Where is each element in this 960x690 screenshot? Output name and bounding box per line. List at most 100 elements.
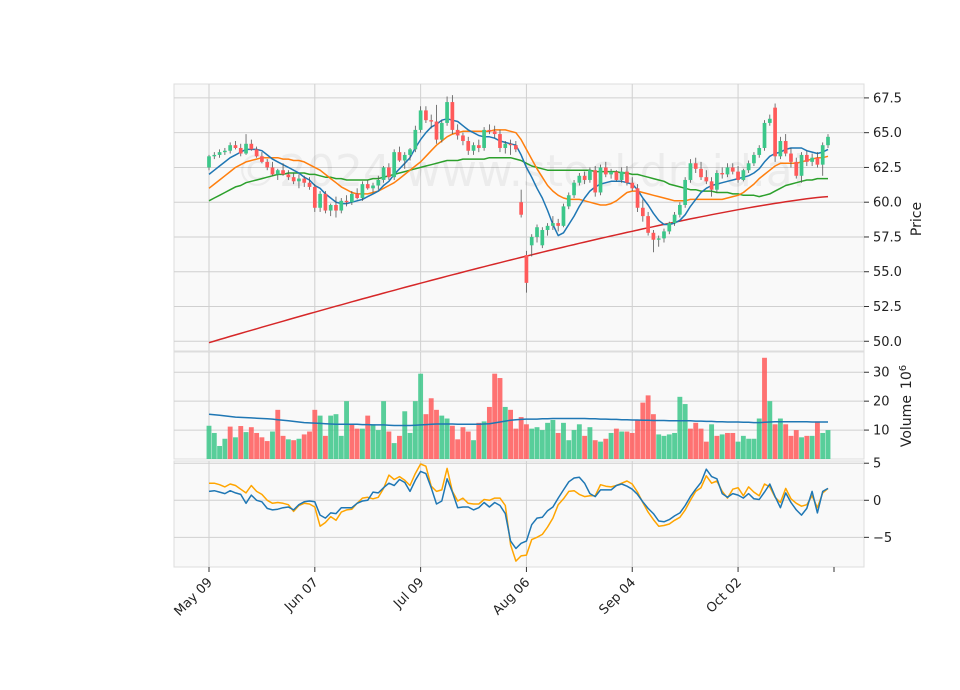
candle-body — [223, 150, 227, 153]
candle-body — [439, 122, 444, 140]
candle-body — [281, 170, 285, 175]
volume-axis: 10 20 30 — [864, 366, 890, 439]
macd-axis-tick-label: 0 — [873, 494, 881, 509]
candle-body — [577, 175, 582, 183]
candle-body — [498, 134, 502, 148]
volume-bar — [518, 417, 524, 459]
candle-body — [286, 174, 291, 178]
candle-body — [725, 167, 730, 175]
volume-bar — [545, 422, 551, 459]
price-panel-bg — [173, 83, 865, 352]
volume-bar — [624, 431, 630, 459]
volume-bar — [508, 409, 513, 459]
volume-bar — [529, 428, 535, 459]
candle-body — [302, 178, 307, 183]
volume-bar — [428, 398, 434, 459]
volume-bar — [672, 432, 678, 459]
volume-bar — [370, 424, 376, 459]
volume-bar — [629, 432, 635, 459]
volume-bar — [264, 441, 270, 459]
volume-bar — [338, 435, 344, 459]
volume-bar — [682, 404, 688, 459]
candle-body — [614, 171, 619, 180]
candle-body — [683, 179, 688, 205]
volume-bar — [280, 435, 286, 459]
candle-body — [349, 193, 354, 203]
x-axis-tick-label: Jun 07 — [281, 575, 321, 615]
volume-bar — [777, 418, 783, 459]
candle-body — [667, 223, 672, 232]
volume-bar — [762, 357, 767, 459]
volume-bar — [772, 424, 778, 459]
candle-body — [514, 145, 518, 150]
volume-bar — [767, 401, 773, 459]
candle-body — [397, 152, 402, 161]
grid-lines — [174, 84, 864, 567]
candle-body — [254, 149, 259, 157]
volume-bar — [423, 414, 429, 459]
volume-bar — [735, 441, 741, 459]
candle-body — [307, 182, 312, 187]
candle-body — [418, 110, 423, 130]
candle-body — [535, 227, 539, 237]
volume-bar — [402, 411, 408, 459]
candle-body — [318, 193, 322, 208]
candle-body — [228, 145, 233, 151]
moving-average-lines — [208, 118, 829, 237]
volume-bar — [354, 428, 360, 459]
candle-body — [434, 121, 439, 140]
volume-bar — [439, 415, 445, 459]
candle-body — [355, 193, 359, 199]
volume-ma-line — [208, 413, 828, 427]
volume-bar — [756, 418, 762, 459]
candle-body — [640, 207, 645, 217]
candle-body — [630, 182, 635, 189]
volume-bar — [296, 438, 302, 459]
volume-bar — [513, 428, 519, 459]
volume-axis-tick-label: 10 — [873, 424, 890, 439]
volume-bar — [397, 435, 402, 459]
volume-axis-title-exp: 10 — [899, 371, 915, 389]
candle-body — [339, 200, 344, 211]
x-axis-tick-label: Oct 02 — [704, 575, 745, 616]
candle-body — [291, 177, 296, 182]
candle-body — [249, 143, 254, 150]
candle-body — [752, 154, 756, 164]
price-axis-tick-label: 62.5 — [873, 161, 902, 176]
candle-body — [233, 145, 238, 148]
volume-bar — [825, 430, 831, 459]
x-axis-tick-label: May 09 — [172, 575, 216, 619]
macd-lines — [208, 463, 829, 562]
candle-body — [244, 143, 248, 154]
volume-bar — [227, 426, 233, 459]
candle-body — [551, 223, 555, 226]
candle-body — [773, 107, 777, 157]
candle-body — [810, 157, 814, 162]
candle-body — [387, 167, 391, 178]
volume-bar — [291, 440, 297, 459]
volume-bar — [539, 430, 545, 459]
candle-body — [736, 171, 740, 180]
candle-body — [767, 118, 772, 123]
volume-bar — [740, 435, 746, 459]
volume-bar — [381, 401, 387, 459]
candle-body — [482, 129, 486, 148]
candle-body — [334, 204, 338, 211]
volume-bar — [254, 432, 260, 459]
candle-body — [556, 223, 561, 226]
volume-bar — [449, 425, 455, 459]
volume-bar — [587, 427, 593, 459]
candle-body — [260, 156, 264, 162]
candle-body — [709, 181, 714, 190]
volume-bar — [492, 373, 498, 459]
candle-body — [699, 168, 703, 178]
candle-body — [561, 206, 566, 226]
volume-bar — [814, 421, 820, 459]
volume-bar — [217, 445, 223, 459]
candle-body — [625, 171, 629, 183]
candle-body — [524, 255, 529, 283]
volume-bar — [661, 435, 667, 459]
candle-body — [445, 102, 449, 123]
price-axis-tick-label: 67.5 — [873, 91, 902, 106]
